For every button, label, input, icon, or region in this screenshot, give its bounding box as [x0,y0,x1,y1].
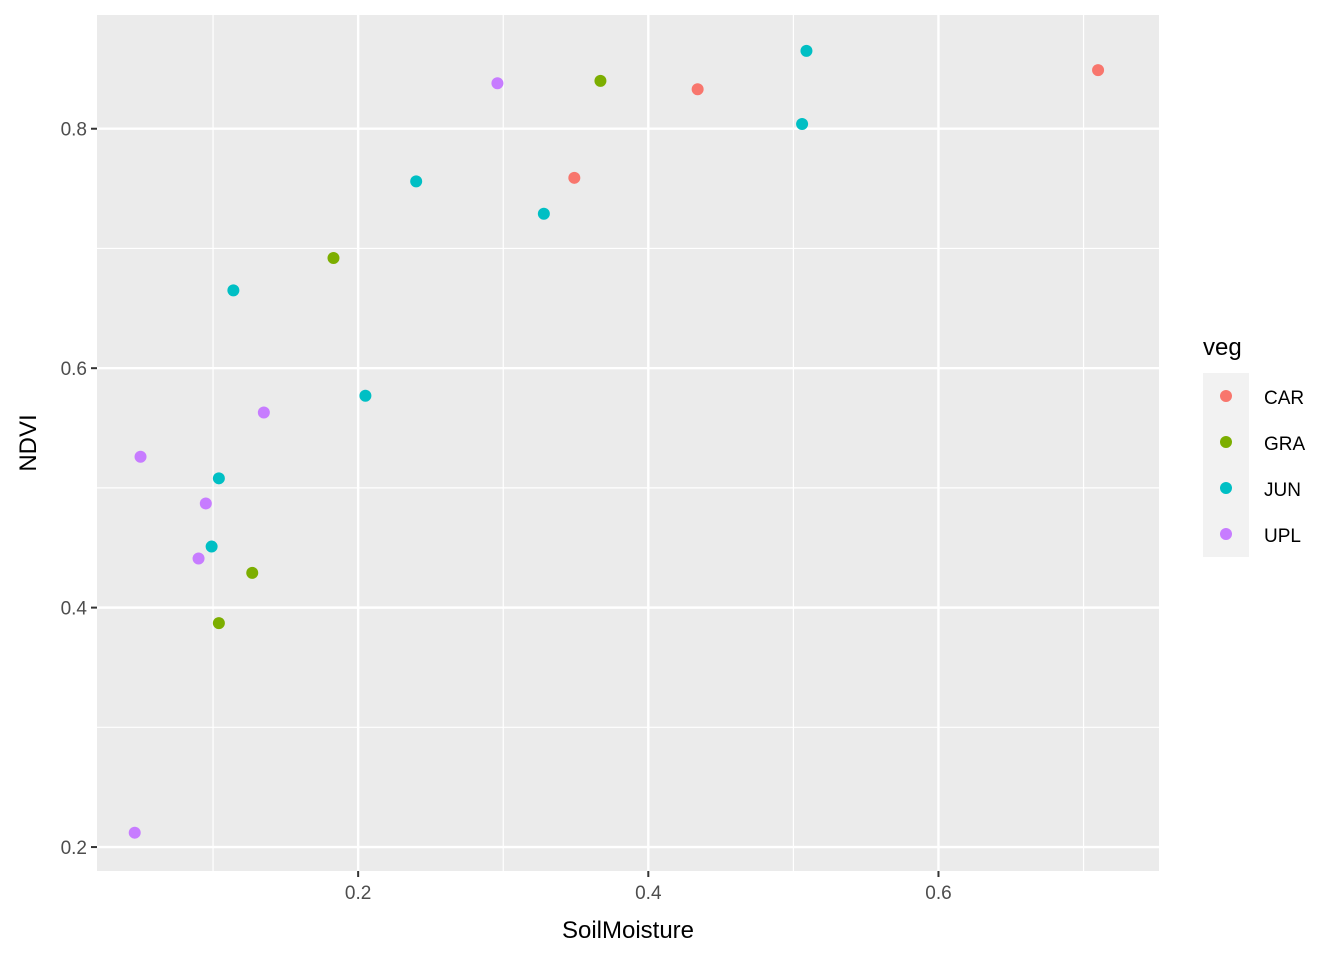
legend-key-car [1220,390,1232,402]
x-tick-label: 0.2 [345,883,371,904]
data-point-jun [537,207,550,220]
legend-label-gra: GRA [1264,434,1306,455]
data-point-jun [212,472,225,485]
legend-key-jun [1220,482,1232,494]
legend-label-upl: UPL [1264,526,1301,547]
legend-title: veg [1203,334,1242,361]
data-point-jun [227,284,240,297]
data-point-upl [491,77,504,90]
data-point-upl [192,552,205,565]
legend-key-upl [1220,528,1232,540]
y-tick-label: 0.8 [61,120,87,141]
x-axis-title: SoilMoisture [562,917,694,944]
major-grid [97,15,1159,871]
data-point-car [568,171,581,184]
data-point-car [691,83,704,96]
x-axis-ticks: 0.2 0.4 0.6 [345,871,952,904]
data-point-gra [246,566,259,579]
data-point-upl [199,497,212,510]
y-axis-ticks: 0.2 0.4 0.6 0.8 [61,120,97,859]
y-axis-title: NDVI [15,414,42,471]
legend-key-background [1203,373,1249,557]
data-point-upl [257,406,270,419]
data-point-car [1092,64,1105,77]
legend-label-car: CAR [1264,388,1304,409]
legend: veg CAR GRA JUN UPL [1203,334,1306,557]
x-tick-label: 0.4 [635,883,662,904]
data-point-gra [327,252,340,265]
data-point-jun [359,389,372,402]
data-point-jun [796,117,809,130]
y-tick-label: 0.4 [61,599,88,620]
minor-grid [97,15,1159,871]
y-tick-label: 0.2 [61,838,87,859]
legend-key-gra [1220,436,1232,448]
y-tick-label: 0.6 [61,359,87,380]
data-point-gra [212,617,225,630]
data-point-jun [410,175,423,188]
data-points [128,44,1105,839]
legend-label-jun: JUN [1264,480,1301,501]
data-point-jun [800,44,813,57]
plot-panel [97,15,1159,871]
data-point-gra [594,74,607,87]
data-point-upl [128,826,141,839]
x-tick-label: 0.6 [925,883,951,904]
data-point-upl [134,450,147,463]
data-point-jun [205,540,218,553]
